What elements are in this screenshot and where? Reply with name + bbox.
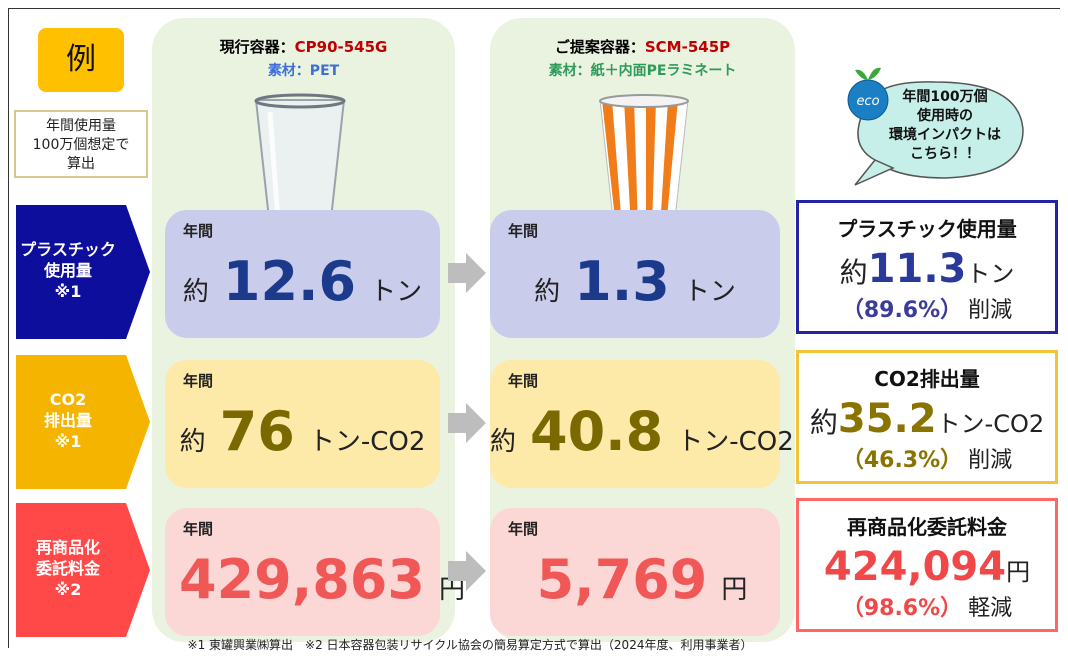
- row-label-line: 委託料金: [10, 558, 126, 579]
- unit: トン: [370, 277, 422, 307]
- prefix: 約: [490, 427, 516, 457]
- proposed-title: ご提案容器：SCM-545P: [490, 36, 795, 57]
- period: 年間: [183, 220, 213, 241]
- current-card: 年間約 76 トン-CO2: [165, 360, 440, 488]
- unit: トン-CO2: [677, 427, 794, 457]
- footnote: ※1 東罐興業㈱算出 ※2 日本容器包装リサイクル協会の簡易算定方式で算出（20…: [0, 636, 940, 653]
- title-label: ご提案容器：: [555, 38, 645, 56]
- value: 424,094: [824, 544, 1006, 590]
- row-label-line: CO2: [10, 389, 126, 410]
- period: 年間: [183, 370, 213, 391]
- row-label-line: 再商品化: [10, 537, 126, 558]
- value-line: 約 1.3 トン: [490, 250, 780, 313]
- title-value: CP90-545G: [295, 38, 388, 56]
- value: 429,863: [179, 548, 425, 611]
- proposed-card: 年間約 1.3 トン: [490, 210, 780, 338]
- page: 例 年間使用量100万個想定で算出 現行容器：CP90-545G 素材：PET …: [0, 0, 1068, 656]
- value-line: 5,769 円: [490, 548, 780, 611]
- prefix: 約: [180, 427, 206, 457]
- result-percent-line: （89.6%）削減: [799, 292, 1055, 324]
- unit: トン-CO2: [309, 427, 426, 457]
- prefix: 約: [183, 277, 209, 307]
- value: 5,769: [537, 548, 708, 611]
- result-percent-line: （46.3%）削減: [799, 442, 1055, 474]
- value: 1.3: [574, 250, 670, 313]
- unit: トン-CO2: [937, 410, 1045, 438]
- note-line: 算出: [16, 155, 146, 174]
- current-title: 現行容器：CP90-545G: [152, 36, 455, 57]
- prefix: 約: [534, 277, 560, 307]
- value-line: 約 76 トン-CO2: [165, 400, 440, 463]
- period: 年間: [508, 370, 538, 391]
- example-label: 例: [38, 28, 124, 92]
- unit: トン: [684, 277, 736, 307]
- result-box: CO2排出量約35.2トン-CO2（46.3%）削減: [796, 350, 1058, 484]
- period: 年間: [183, 518, 213, 539]
- prefix: 約: [840, 256, 868, 289]
- result-title: 再商品化委託料金: [799, 511, 1055, 540]
- arrow: [448, 551, 488, 591]
- title-label: 現行容器：: [220, 38, 295, 56]
- arrow: [448, 403, 488, 443]
- value: 11.3: [868, 246, 967, 292]
- result-title: プラスチック使用量: [799, 213, 1055, 242]
- value: 40.8: [530, 400, 663, 463]
- verb: 軽減: [968, 596, 1012, 621]
- percent: （98.6%）: [842, 596, 962, 621]
- note-line: 年間使用量: [16, 117, 146, 136]
- current-card: 年間約 12.6 トン: [165, 210, 440, 338]
- result-percent-line: （98.6%）軽減: [799, 590, 1055, 622]
- note-line: 100万個想定で: [16, 136, 146, 155]
- period: 年間: [508, 518, 538, 539]
- eco-line: 使用時の: [870, 107, 1020, 126]
- row-label-line: ※1: [10, 281, 126, 302]
- result-title: CO2排出量: [799, 363, 1055, 392]
- eco-line: 年間100万個: [870, 88, 1020, 107]
- title-value: SCM-545P: [645, 38, 730, 56]
- row-label-line: ※2: [10, 579, 126, 600]
- value: 35.2: [838, 396, 937, 442]
- eco-line: 環境インパクトは: [870, 126, 1020, 145]
- row-label-line: 使用量: [10, 260, 126, 281]
- eco-line: こちら！！: [870, 145, 1020, 164]
- current-material: 素材：PET: [152, 60, 455, 80]
- row-label-line: ※1: [10, 431, 126, 452]
- row-label: プラスチック使用量※1: [10, 239, 126, 302]
- value: 12.6: [223, 250, 356, 313]
- unit: 円: [1006, 558, 1030, 586]
- result-value-line: 約11.3トン: [799, 246, 1055, 292]
- prefix: 約: [810, 406, 838, 439]
- proposed-card: 年間 5,769 円: [490, 508, 780, 636]
- unit: 円: [721, 575, 747, 605]
- verb: 削減: [968, 298, 1012, 323]
- percent: （46.3%）: [842, 448, 962, 473]
- verb: 削減: [968, 448, 1012, 473]
- row-label-line: プラスチック: [10, 239, 126, 260]
- value-line: 約 12.6 トン: [165, 250, 440, 313]
- unit: トン: [966, 260, 1014, 288]
- proposed-material: 素材：紙＋内面PEラミネート: [490, 60, 795, 80]
- row-label: 再商品化委託料金※2: [10, 537, 126, 600]
- result-value-line: 424,094円: [799, 544, 1055, 590]
- eco-text: 年間100万個使用時の環境インパクトはこちら！！: [870, 88, 1020, 164]
- period: 年間: [508, 220, 538, 241]
- value: 76: [220, 400, 295, 463]
- row-label-line: 排出量: [10, 410, 126, 431]
- percent: （89.6%）: [842, 298, 962, 323]
- result-value-line: 約35.2トン-CO2: [799, 396, 1055, 442]
- result-box: プラスチック使用量約11.3トン（89.6%）削減: [796, 200, 1058, 334]
- arrow: [448, 253, 488, 293]
